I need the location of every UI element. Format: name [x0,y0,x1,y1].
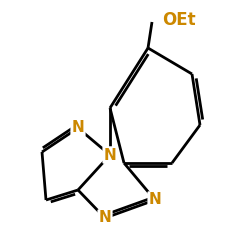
Text: N: N [99,210,111,226]
Text: N: N [72,121,84,136]
Text: OEt: OEt [162,11,196,29]
Text: N: N [149,192,161,208]
Text: N: N [104,148,116,163]
